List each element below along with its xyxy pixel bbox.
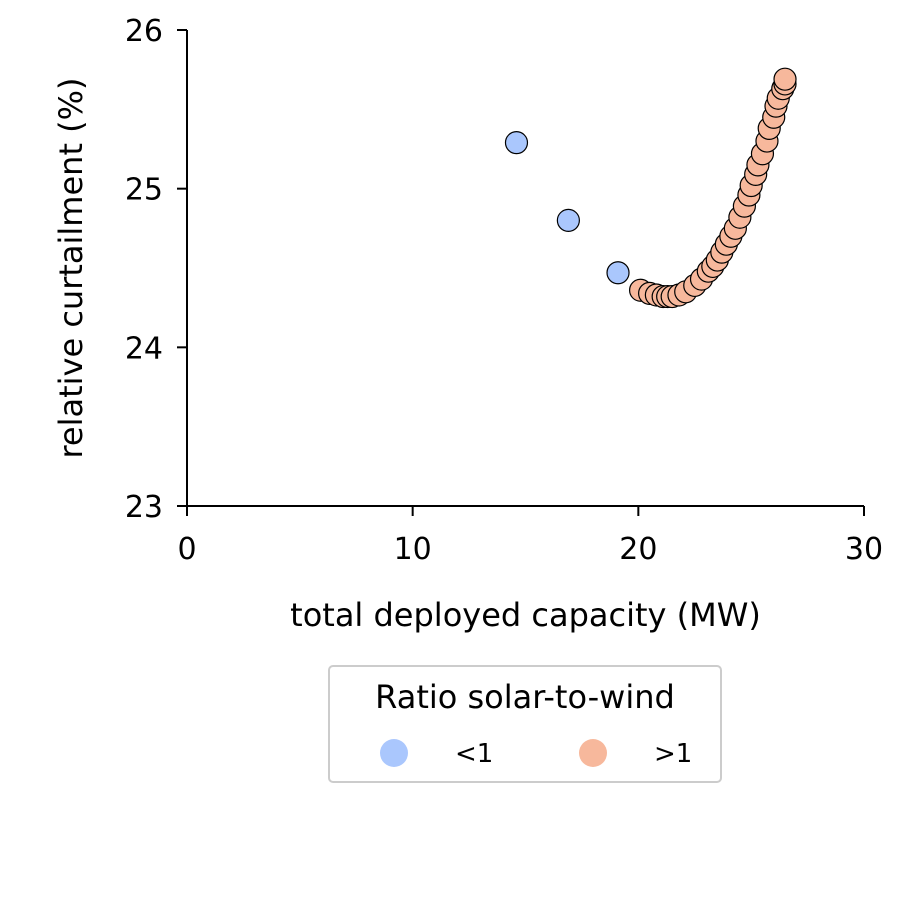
x-axis-label: total deployed capacity (MW) bbox=[290, 596, 761, 634]
ticks: 0 10 20 30 23 24 25 26 bbox=[125, 14, 883, 567]
data-point bbox=[556, 208, 580, 232]
legend-title: Ratio solar-to-wind bbox=[375, 678, 675, 716]
y-tick-label: 24 bbox=[125, 331, 163, 366]
legend-frame bbox=[328, 665, 722, 783]
axes bbox=[186, 30, 864, 507]
data-point bbox=[504, 131, 529, 155]
y-axis-label: relative curtailment (%) bbox=[52, 77, 90, 458]
y-tick-label: 26 bbox=[125, 14, 163, 49]
x-tick-label: 0 bbox=[177, 532, 196, 567]
y-tick-label: 25 bbox=[125, 173, 163, 208]
legend-marker-lt1 bbox=[380, 739, 408, 767]
legend-marker-gt1 bbox=[579, 739, 607, 767]
legend-label-gt1: >1 bbox=[654, 739, 692, 769]
x-tick-label: 10 bbox=[394, 532, 432, 567]
legend-label-lt1: <1 bbox=[455, 739, 493, 769]
x-tick-label: 30 bbox=[845, 532, 883, 567]
data-point bbox=[773, 67, 797, 91]
plot-area bbox=[504, 67, 797, 309]
y-tick-label: 23 bbox=[125, 490, 163, 525]
x-tick-label: 20 bbox=[619, 532, 657, 567]
legend: Ratio solar-to-wind <1 >1 bbox=[328, 665, 722, 783]
data-point bbox=[606, 261, 630, 285]
